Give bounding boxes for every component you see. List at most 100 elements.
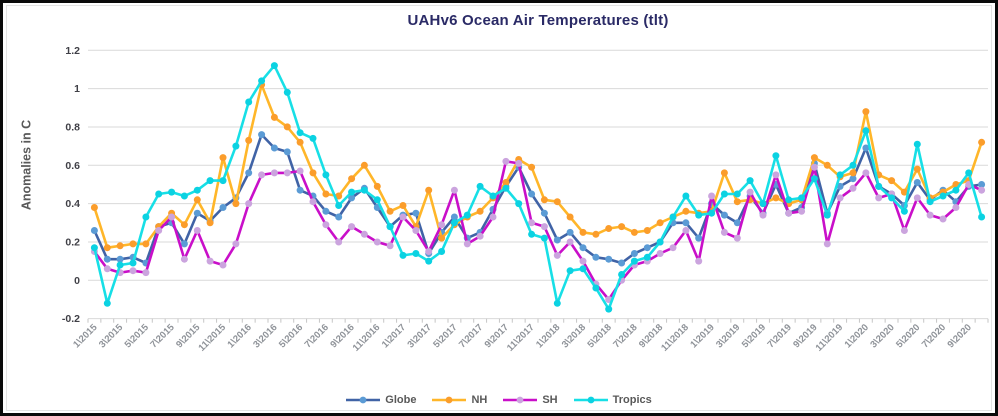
data-point-tropics[interactable]	[759, 200, 767, 208]
data-point-globe[interactable]	[258, 131, 266, 139]
data-point-tropics[interactable]	[129, 259, 137, 267]
data-point-sh[interactable]	[978, 186, 986, 194]
series-nh[interactable]	[90, 81, 986, 252]
data-point-globe[interactable]	[618, 259, 626, 267]
data-point-tropics[interactable]	[772, 152, 780, 160]
data-point-globe[interactable]	[978, 181, 986, 188]
data-point-tropics[interactable]	[425, 257, 433, 265]
data-point-globe[interactable]	[450, 213, 458, 221]
data-point-nh[interactable]	[309, 169, 317, 177]
data-point-tropics[interactable]	[810, 175, 818, 183]
data-point-sh[interactable]	[810, 163, 818, 171]
data-point-sh[interactable]	[463, 240, 471, 248]
data-point-tropics[interactable]	[309, 134, 317, 142]
data-point-nh[interactable]	[180, 221, 188, 229]
data-point-tropics[interactable]	[823, 211, 831, 219]
data-point-sh[interactable]	[232, 240, 240, 248]
data-point-globe[interactable]	[849, 175, 857, 183]
data-point-tropics[interactable]	[720, 190, 728, 198]
data-point-tropics[interactable]	[708, 209, 716, 217]
data-point-globe[interactable]	[643, 244, 651, 252]
data-point-sh[interactable]	[296, 167, 304, 175]
data-point-nh[interactable]	[772, 194, 780, 202]
data-point-globe[interactable]	[733, 219, 741, 227]
data-point-globe[interactable]	[682, 219, 690, 227]
data-point-tropics[interactable]	[888, 194, 896, 202]
data-point-tropics[interactable]	[155, 190, 163, 198]
series-tropics[interactable]	[90, 62, 986, 313]
data-point-sh[interactable]	[245, 200, 253, 208]
legend-item-nh[interactable]: NH	[432, 394, 487, 406]
data-point-globe[interactable]	[862, 144, 870, 152]
data-point-nh[interactable]	[849, 169, 857, 177]
data-point-globe[interactable]	[528, 190, 536, 198]
data-point-tropics[interactable]	[978, 213, 986, 221]
data-point-sh[interactable]	[438, 221, 446, 229]
data-point-tropics[interactable]	[168, 188, 176, 196]
legend-item-sh[interactable]: SH	[503, 394, 558, 406]
data-point-sh[interactable]	[348, 223, 356, 231]
data-point-nh[interactable]	[630, 228, 638, 236]
data-point-tropics[interactable]	[682, 192, 690, 200]
data-point-tropics[interactable]	[103, 299, 111, 307]
data-point-tropics[interactable]	[540, 234, 548, 242]
data-point-sh[interactable]	[579, 257, 587, 265]
data-point-sh[interactable]	[142, 269, 150, 277]
data-point-tropics[interactable]	[348, 188, 356, 196]
data-point-sh[interactable]	[849, 184, 857, 192]
data-point-globe[interactable]	[553, 236, 561, 244]
data-point-tropics[interactable]	[270, 62, 278, 70]
data-point-nh[interactable]	[823, 161, 831, 169]
series-sh[interactable]	[90, 157, 986, 303]
data-point-sh[interactable]	[219, 261, 227, 269]
data-point-sh[interactable]	[913, 194, 921, 202]
data-point-nh[interactable]	[605, 225, 613, 232]
data-point-globe[interactable]	[695, 234, 703, 242]
data-point-tropics[interactable]	[360, 186, 368, 194]
data-point-tropics[interactable]	[193, 186, 201, 194]
data-point-globe[interactable]	[219, 204, 227, 211]
data-point-globe[interactable]	[592, 253, 600, 261]
data-point-sh[interactable]	[952, 204, 960, 211]
series-line-globe[interactable]	[93, 133, 983, 265]
data-point-nh[interactable]	[579, 228, 587, 236]
data-point-nh[interactable]	[373, 182, 381, 190]
data-point-nh[interactable]	[553, 198, 561, 206]
data-point-globe[interactable]	[245, 169, 253, 177]
data-point-sh[interactable]	[720, 228, 728, 236]
data-point-nh[interactable]	[348, 175, 356, 183]
data-point-tropics[interactable]	[528, 230, 536, 238]
data-point-nh[interactable]	[386, 207, 394, 215]
data-point-nh[interactable]	[476, 207, 484, 215]
data-point-nh[interactable]	[116, 242, 124, 250]
data-point-sh[interactable]	[412, 227, 420, 234]
data-point-sh[interactable]	[785, 209, 793, 217]
data-point-tropics[interactable]	[450, 219, 458, 227]
data-point-sh[interactable]	[746, 188, 754, 196]
data-point-tropics[interactable]	[849, 161, 857, 169]
data-point-nh[interactable]	[219, 154, 227, 162]
data-point-tropics[interactable]	[386, 223, 394, 231]
data-point-sh[interactable]	[476, 232, 484, 240]
data-point-tropics[interactable]	[695, 211, 703, 219]
data-point-tropics[interactable]	[836, 171, 844, 179]
data-point-sh[interactable]	[168, 213, 176, 221]
data-point-tropics[interactable]	[579, 265, 587, 273]
data-point-tropics[interactable]	[926, 198, 934, 206]
data-point-tropics[interactable]	[952, 186, 960, 194]
data-point-globe[interactable]	[540, 209, 548, 217]
data-point-tropics[interactable]	[939, 192, 947, 200]
data-point-sh[interactable]	[682, 227, 690, 234]
data-point-tropics[interactable]	[965, 169, 973, 177]
data-point-globe[interactable]	[270, 144, 278, 152]
data-point-sh[interactable]	[322, 221, 330, 229]
data-point-nh[interactable]	[592, 230, 600, 238]
series-line-tropics[interactable]	[93, 64, 983, 311]
data-point-globe[interactable]	[579, 244, 587, 252]
data-point-sh[interactable]	[386, 242, 394, 250]
series-line-nh[interactable]	[93, 83, 983, 249]
data-point-globe[interactable]	[193, 209, 201, 217]
data-point-tropics[interactable]	[245, 98, 253, 106]
data-point-tropics[interactable]	[399, 251, 407, 259]
data-point-sh[interactable]	[206, 257, 214, 265]
